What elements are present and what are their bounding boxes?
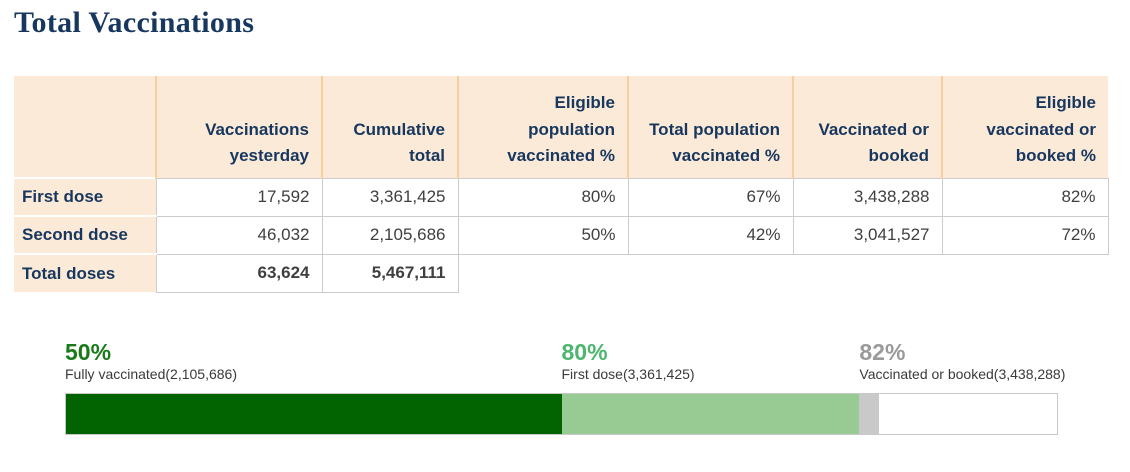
header-eligible-vaccinated-or-booked: Eligible vaccinated or booked % (941, 76, 1108, 178)
row-label: First dose (14, 177, 156, 216)
table-corner-cell (14, 76, 156, 178)
table-cell-empty (793, 254, 942, 292)
marker-first-dose: 80% First dose(3,361,425) (562, 339, 695, 382)
table-cell: 67% (627, 177, 794, 217)
table-cell: 63,624 (155, 253, 323, 293)
bar-segment-remainder (878, 394, 1057, 434)
table-cell: 42% (627, 215, 794, 255)
header-cumulative-total: Cumulative total (321, 76, 458, 178)
header-vaccinations-yesterday: Vaccinations yesterday (155, 76, 322, 178)
marker-percent: 50% (65, 339, 112, 365)
marker-percent: 80% (561, 339, 608, 365)
table-cell-empty (458, 254, 628, 292)
table-cell: 17,592 (155, 177, 323, 217)
marker-percent: 82% (859, 339, 906, 365)
table-cell: 80% (457, 177, 629, 217)
progress-bar (65, 393, 1058, 435)
table-header-row: Vaccinations yesterday Cumulative total … (14, 76, 1108, 178)
header-total-population-vaccinated: Total population vaccinated % (627, 76, 793, 178)
vaccination-progress-chart: 50% Fully vaccinated(2,105,686) 80% Firs… (65, 339, 1065, 436)
table-cell: 72% (941, 215, 1109, 255)
table-cell: 3,438,288 (792, 177, 943, 217)
marker-fully-vaccinated: 50% Fully vaccinated(2,105,686) (65, 339, 237, 382)
row-label: Second dose (14, 215, 156, 254)
table-cell: 46,032 (155, 215, 323, 255)
bar-segment-first-dose (561, 394, 859, 434)
marker-caption: Vaccinated or booked(3,438,288) (859, 366, 1066, 383)
chart-markers: 50% Fully vaccinated(2,105,686) 80% Firs… (65, 339, 1065, 393)
table-cell: 50% (457, 215, 629, 255)
header-vaccinated-or-booked: Vaccinated or booked (792, 76, 942, 178)
table-cell-empty (942, 254, 1108, 292)
page-title: Total Vaccinations (14, 6, 255, 39)
bar-segment-vaccinated-or-booked (858, 394, 879, 434)
table-cell: 82% (941, 177, 1109, 217)
header-eligible-population-vaccinated: Eligible population vaccinated % (457, 76, 628, 178)
table-cell: 2,105,686 (321, 215, 459, 255)
table-row-total-doses: Total doses 63,624 5,467,111 (14, 253, 1108, 293)
table-cell: 5,467,111 (321, 253, 459, 293)
marker-vaccinated-or-booked: 82% Vaccinated or booked(3,438,288) (859, 339, 1065, 382)
row-label: Total doses (14, 253, 156, 292)
table-cell: 3,041,527 (792, 215, 943, 255)
table-cell: 3,361,425 (321, 177, 459, 217)
table-row-first-dose: First dose 17,592 3,361,425 80% 67% 3,43… (14, 177, 1109, 217)
vaccinations-table: Vaccinations yesterday Cumulative total … (14, 76, 1109, 293)
table-row-second-dose: Second dose 46,032 2,105,686 50% 42% 3,0… (14, 215, 1109, 255)
marker-caption: Fully vaccinated(2,105,686) (65, 366, 237, 383)
bar-segment-fully-vaccinated (66, 394, 562, 434)
table-cell-empty (628, 254, 793, 292)
marker-caption: First dose(3,361,425) (561, 366, 695, 383)
